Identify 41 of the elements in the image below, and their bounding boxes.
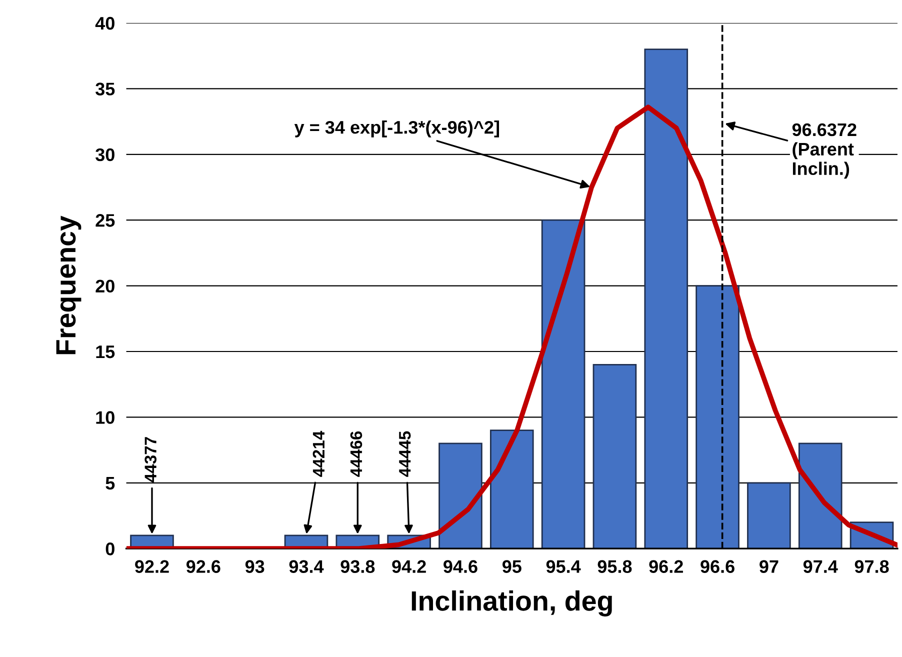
- x-tick-label: 93.4: [289, 560, 324, 573]
- bar: [644, 48, 688, 549]
- x-tick-label: 95.4: [546, 560, 581, 573]
- annotation: 44445: [399, 431, 411, 477]
- x-tick-label: 92.6: [186, 560, 220, 573]
- bar: [490, 430, 534, 549]
- y-tick-label: 30: [96, 148, 114, 162]
- x-tick-label: 96.2: [649, 560, 683, 573]
- y-tick-label: 0: [106, 542, 114, 556]
- x-tick-label: 94.6: [444, 560, 478, 573]
- annotation: 44377: [144, 437, 156, 482]
- bar: [438, 442, 482, 549]
- y-tick-label: 20: [96, 280, 114, 293]
- x-tick-label: 95.8: [598, 560, 632, 573]
- annotation: 44466: [350, 431, 362, 477]
- bar: [592, 364, 637, 549]
- y-tick-label: 25: [96, 214, 115, 227]
- x-tick-label: 94.2: [392, 560, 426, 573]
- x-axis-title: Inclination, deg: [412, 590, 612, 616]
- bar: [696, 285, 740, 549]
- annotation: 44214: [312, 430, 324, 477]
- bar: [798, 442, 842, 549]
- y-tick-label: 5: [106, 477, 115, 490]
- y-axis-title: Frequency: [56, 216, 82, 354]
- x-tick-label: 95: [502, 560, 522, 573]
- y-tick-label: 15: [96, 346, 115, 358]
- x-tick-label: 93: [245, 560, 264, 573]
- annotation: y = 34 exp[-1.3*(x-96)^2]: [294, 120, 499, 138]
- bar: [747, 482, 791, 549]
- line-series: [126, 104, 898, 549]
- x-tick-label: 92.2: [135, 560, 169, 573]
- x-tick-label: 97.4: [803, 560, 838, 573]
- x-tick-label: 93.8: [340, 560, 375, 573]
- bar: [541, 219, 586, 549]
- y-tick-label: 10: [96, 411, 114, 424]
- y-tick-label: 40: [95, 16, 114, 30]
- x-tick-label: 96.6: [700, 560, 734, 573]
- y-tick-label: 35: [96, 82, 115, 96]
- x-tick-label: 97.8: [854, 560, 889, 573]
- x-tick-label: 97: [760, 560, 778, 573]
- ref-line-label: 96.6372 (Parent Inclin.): [792, 123, 856, 179]
